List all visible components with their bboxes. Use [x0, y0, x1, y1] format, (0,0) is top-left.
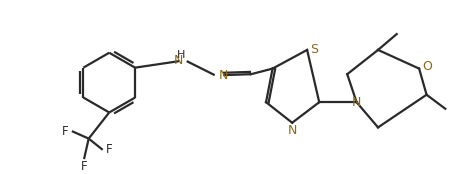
Text: F: F — [106, 143, 112, 156]
Text: S: S — [309, 44, 317, 56]
Text: N: N — [218, 69, 228, 82]
Text: N: N — [287, 124, 296, 137]
Text: F: F — [80, 160, 87, 173]
Text: N: N — [351, 96, 360, 109]
Text: O: O — [422, 60, 432, 73]
Text: H: H — [177, 50, 185, 60]
Text: N: N — [173, 54, 183, 67]
Text: F: F — [62, 125, 69, 138]
